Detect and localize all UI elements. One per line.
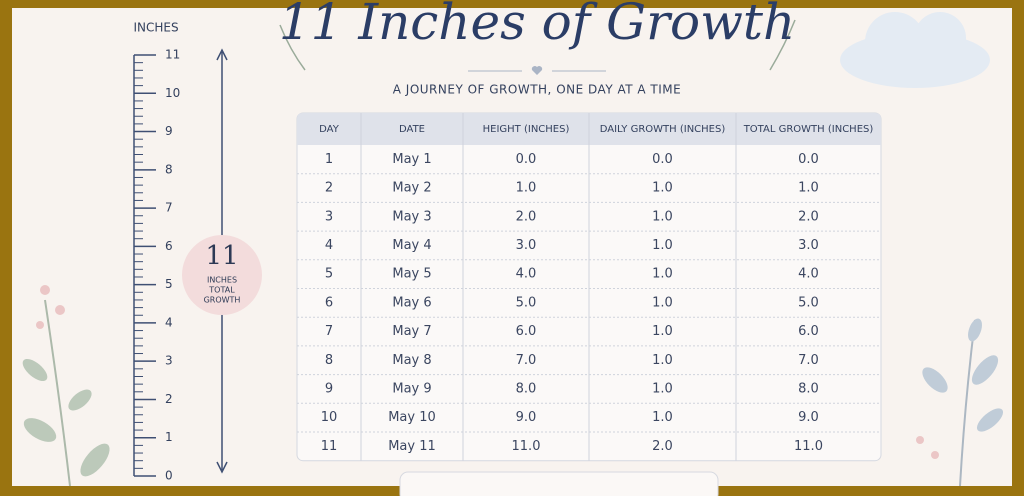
table-cell: 0.0 [516, 152, 537, 167]
table-cell: 2.0 [516, 209, 537, 224]
table-cell: May 8 [392, 353, 431, 368]
table-cell: 0.0 [652, 152, 673, 167]
table-cell: 6.0 [798, 324, 819, 339]
note-box [399, 471, 719, 496]
table-cell: 1.0 [652, 381, 673, 396]
table-cell: 6.0 [516, 324, 537, 339]
table-cell: 2.0 [652, 439, 673, 454]
table-cell: May 2 [392, 181, 431, 196]
cloud [840, 12, 990, 88]
ruler-tick-label: 7 [165, 201, 173, 215]
ruler-tick-label: 2 [165, 392, 173, 406]
table-cell: 5.0 [516, 295, 537, 310]
table-cell: 8 [325, 353, 333, 368]
table-cell: 1.0 [652, 295, 673, 310]
table-cell: May 10 [388, 410, 436, 425]
table-cell: 2 [325, 181, 333, 196]
table-cell: May 6 [392, 295, 431, 310]
table-cell: 3 [325, 209, 333, 224]
arrow-heads [216, 48, 228, 474]
ruler-tick-label: 11 [165, 48, 180, 62]
table-cell: 4.0 [798, 267, 819, 282]
table-cell: 5 [325, 267, 333, 282]
table-cell: 9.0 [516, 410, 537, 425]
table-cell: 2.0 [798, 209, 819, 224]
table-cell: 1.0 [652, 209, 673, 224]
column-header: DATE [399, 124, 425, 135]
table-cell: 11.0 [794, 439, 823, 454]
table-cell: 9.0 [798, 410, 819, 425]
table-cell: May 5 [392, 267, 431, 282]
ruler-tick-label: 4 [165, 315, 173, 329]
table-cell: 4 [325, 238, 333, 253]
table-cell: 1.0 [652, 238, 673, 253]
table-cell: 1 [325, 152, 333, 167]
table-cell: 3.0 [516, 238, 537, 253]
badge [182, 235, 262, 315]
table-cell: May 4 [392, 238, 431, 253]
table-cell: 8.0 [798, 381, 819, 396]
badge-text: TOTAL [208, 286, 235, 295]
table-cell: May 9 [392, 381, 431, 396]
table-cell: 7.0 [798, 353, 819, 368]
table-cell: 11.0 [512, 439, 541, 454]
subtitle: A JOURNEY OF GROWTH, ONE DAY AT A TIME [393, 83, 681, 97]
ruler-tick-label: 0 [165, 469, 173, 483]
table-cell: 4.0 [516, 267, 537, 282]
table-cell: 6 [325, 295, 333, 310]
table-cell: 1.0 [652, 324, 673, 339]
ruler-tick-label: 6 [165, 239, 173, 253]
table-cell: 0.0 [798, 152, 819, 167]
badge-text: INCHES [207, 276, 237, 285]
ruler-tick-label: 9 [165, 124, 173, 138]
column-header: HEIGHT (INCHES) [483, 124, 570, 135]
ruler-tick-label: 3 [165, 354, 173, 368]
badge-value: 11 [205, 241, 238, 271]
table-cell: 1.0 [652, 181, 673, 196]
table-cell: 5.0 [798, 295, 819, 310]
table-cell: May 11 [388, 439, 436, 454]
ruler-tick-label: 8 [165, 162, 173, 176]
table-cell: 7 [325, 324, 333, 339]
heart [531, 66, 543, 75]
leaves-right [916, 318, 1004, 487]
table-cell: 1.0 [798, 181, 819, 196]
table-cell: May 1 [392, 152, 431, 167]
table-cell: 1.0 [652, 267, 673, 282]
table-cell: 1.0 [652, 410, 673, 425]
title: 11 Inches of Growth [279, 0, 795, 51]
badge-text: GROWTH [204, 296, 241, 305]
column-header: DAY [319, 124, 340, 135]
ruler-tick-label: 1 [165, 430, 173, 444]
table-cell: 1.0 [652, 353, 673, 368]
table-cell: May 3 [392, 209, 431, 224]
table-cell: 10 [321, 410, 338, 425]
table-cell: 11 [321, 439, 338, 454]
ruler-tick-label: 5 [165, 277, 173, 291]
ruler-label: INCHES [133, 21, 178, 35]
column-header: TOTAL GROWTH (INCHES) [743, 124, 874, 135]
table-cell: 7.0 [516, 353, 537, 368]
table-cell: May 7 [392, 324, 431, 339]
column-header: DAILY GROWTH (INCHES) [600, 124, 726, 135]
ruler-tick-label: 10 [165, 86, 180, 100]
table-cell: 3.0 [798, 238, 819, 253]
table-cell: 8.0 [516, 381, 537, 396]
table-cell: 9 [325, 381, 333, 396]
leaves-left [22, 285, 110, 487]
table-cell: 1.0 [516, 181, 537, 196]
title-sprigs [279, 19, 796, 71]
